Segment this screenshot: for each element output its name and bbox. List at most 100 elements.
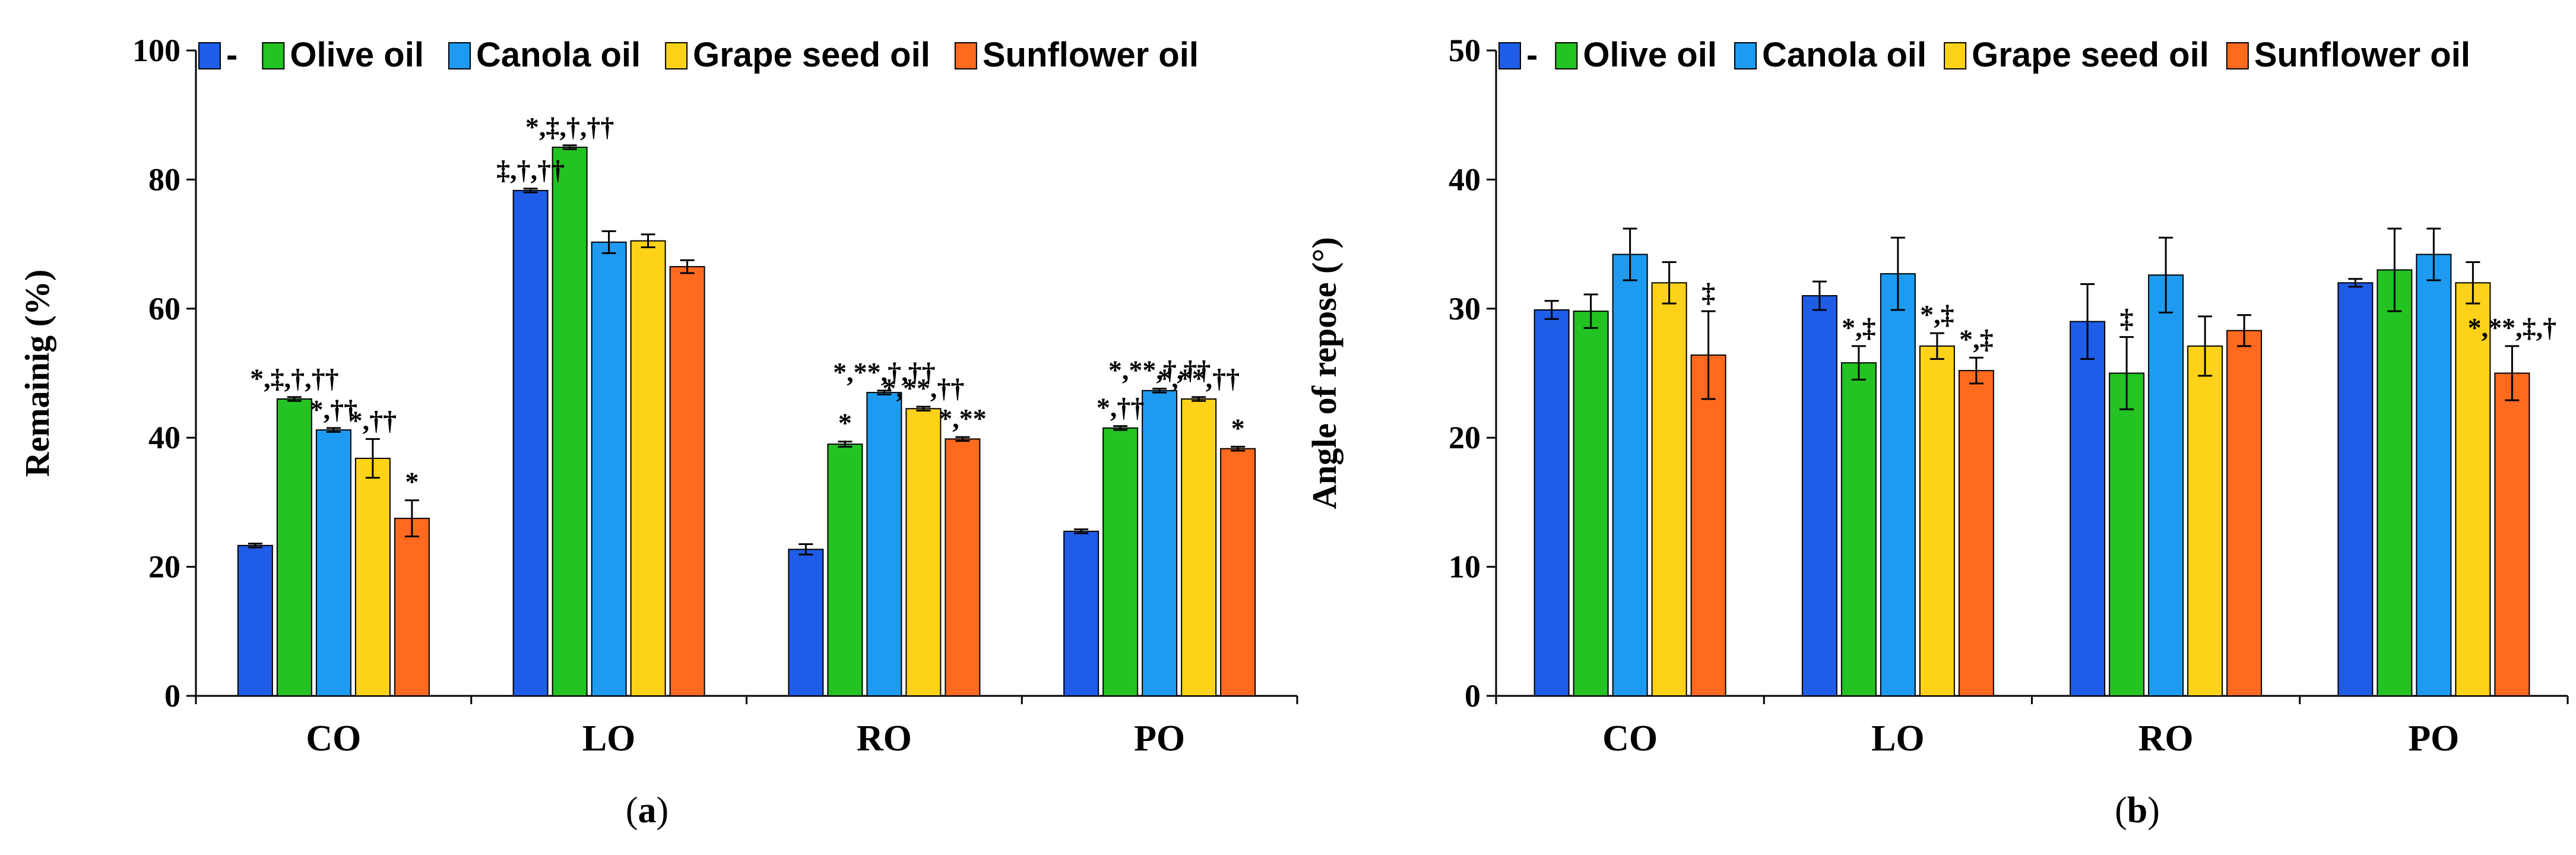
bar [1102,427,1139,697]
significance-label: *,**,†† [1158,363,1240,394]
bar [1840,362,1877,696]
legend-swatch [954,42,977,69]
significance-label: *,‡,†,†† [250,363,339,394]
bar [1958,370,1994,696]
x-category-label: RO [2138,718,2194,759]
x-category-label: RO [857,718,912,759]
significance-label: *,‡ [1920,299,1954,330]
bar [945,438,981,697]
legend-swatch [448,42,471,69]
legend-swatch [198,42,221,69]
panel-caption: (a) [626,790,668,831]
chart-panel-a: 0 20 40 60 80 100 Remainig (%) CO LO RO PO *,‡,†,††… [18,33,1298,831]
significance-label: *,**,†† [882,373,964,403]
x-category-label: PO [1134,718,1185,759]
legend-label: - [226,36,237,74]
x-category-label: LO [582,718,636,759]
bar [237,544,273,696]
y-tick-label: 10 [1449,549,1481,585]
significance-label: *,†† [310,394,358,425]
bar [1690,354,1726,696]
significance-label: ‡ [2120,303,2134,334]
significance-label: * [405,467,419,497]
legend-label: Grape seed oil [1972,36,2209,74]
y-axis-label: Remainig (%) [18,270,56,477]
bar [1220,448,1256,697]
y-tick-label: 20 [148,549,180,585]
significance-label: * [1231,413,1245,443]
bar [394,518,430,696]
significance-label: ‡,†,†† [496,155,565,185]
legend-swatch [1944,42,1967,69]
y-tick-label: 100 [132,33,180,68]
bar [1919,345,1955,696]
significance-label: *,**,‡,† [2468,312,2557,343]
bar [591,241,627,696]
bar [2148,274,2184,696]
y-axis-label: Angle of repose (°) [1305,237,1344,509]
legend-label: Olive oil [1583,36,1717,74]
bar [315,429,351,696]
bar [827,444,863,696]
significance-label: *,‡ [1842,312,1876,343]
significance-label: *,‡ [1959,324,1994,354]
x-category-label: CO [306,718,361,759]
legend-label: Sunflower oil [2254,36,2470,74]
bar [905,408,942,696]
legend-label: Sunflower oil [983,36,1199,74]
bar [2494,372,2530,696]
bar [354,457,391,696]
bar [1181,398,1217,696]
bar [2416,254,2452,696]
legend-swatch [262,42,285,69]
legend-swatch [1498,42,1521,69]
bar [552,147,588,697]
legend-label: Canola oil [1762,36,1927,74]
bar [2377,269,2413,696]
bar [2187,345,2223,696]
bar [1573,311,1609,696]
x-category-label: PO [2408,718,2459,759]
panel-caption: (b) [2115,790,2160,831]
legend-label: Canola oil [476,36,641,74]
significance-label: *,‡,†,†† [525,112,614,142]
caption-paren: ) [2147,790,2160,831]
legend-swatch [2226,42,2249,69]
y-tick-label: 40 [148,420,180,455]
bar [2109,372,2145,696]
legend-swatch [1734,42,1757,69]
significance-label: *,** [939,403,987,433]
bar [512,189,549,696]
bar [630,240,666,697]
bar [1612,254,1648,696]
bar [1533,309,1570,696]
y-tick-label: 40 [1449,162,1481,197]
y-tick-label: 30 [1449,291,1481,327]
bar [1651,282,1687,696]
y-tick-label: 20 [1449,420,1481,455]
bar [866,392,902,696]
bar [1880,273,1916,696]
bar [2070,321,2106,696]
legend-swatch [1555,42,1578,69]
y-tick-label: 50 [1449,33,1481,68]
significance-label: *,†† [349,405,397,435]
caption-letter: b [2127,790,2147,831]
y-tick-label: 0 [164,678,180,714]
bar [2455,282,2491,696]
x-category-label: CO [1602,718,1658,759]
bar [2226,330,2263,696]
chart-panel-b: 0 10 20 30 40 50 Angle of repose (°) CO LO RO PO ‡ *… [1305,33,2569,831]
bar [669,266,705,696]
caption-paren: ) [657,790,669,831]
legend-label: Grape seed oil [693,36,930,74]
significance-label: *,**,†,†† [833,357,936,387]
significance-label: ‡ [1702,277,1715,308]
caption-paren: ( [626,790,638,831]
bar [1063,530,1100,696]
legend-label: - [1526,36,1538,74]
x-category-label: LO [1871,718,1925,759]
caption-letter: a [638,790,657,831]
bar [1142,390,1178,696]
